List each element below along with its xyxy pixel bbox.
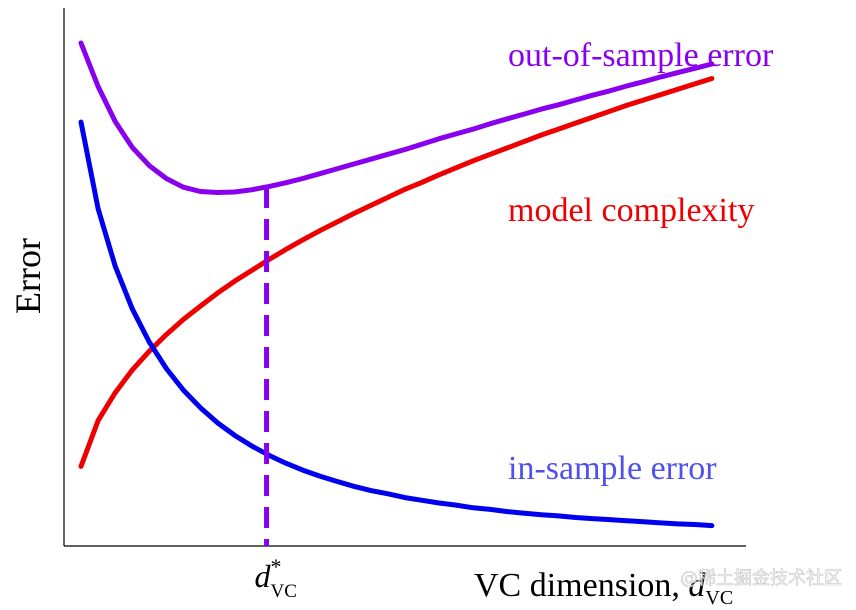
series-labels: out-of-sample error model complexity in-sa… — [508, 37, 774, 487]
axes — [63, 8, 746, 547]
series-line-in-sample-error — [78, 119, 715, 529]
x-axis-symbol: d — [688, 567, 706, 604]
optimum-subscript: VC — [271, 581, 297, 602]
series-label-in-sample-error: in-sample error — [508, 450, 717, 487]
series-line-model-complexity — [78, 76, 715, 469]
series-lines — [78, 40, 715, 529]
optimum-tick-label: d* VC — [255, 554, 297, 602]
series-label-model-complexity: model complexity — [508, 192, 754, 229]
watermark: @稀土掘金技术社区 — [680, 568, 842, 589]
x-axis-label-text: VC dimension, — [474, 567, 688, 604]
x-axis-label: VC dimension, dVC — [474, 567, 733, 609]
optimum-superscript: * — [271, 554, 282, 579]
y-axis-label: Error — [8, 238, 48, 314]
x-axis-subscript: VC — [705, 587, 733, 609]
series-line-out-of-sample-error — [78, 40, 715, 195]
optimum-symbol: d — [255, 558, 272, 594]
series-label-out-of-sample-error: out-of-sample error — [508, 37, 774, 74]
